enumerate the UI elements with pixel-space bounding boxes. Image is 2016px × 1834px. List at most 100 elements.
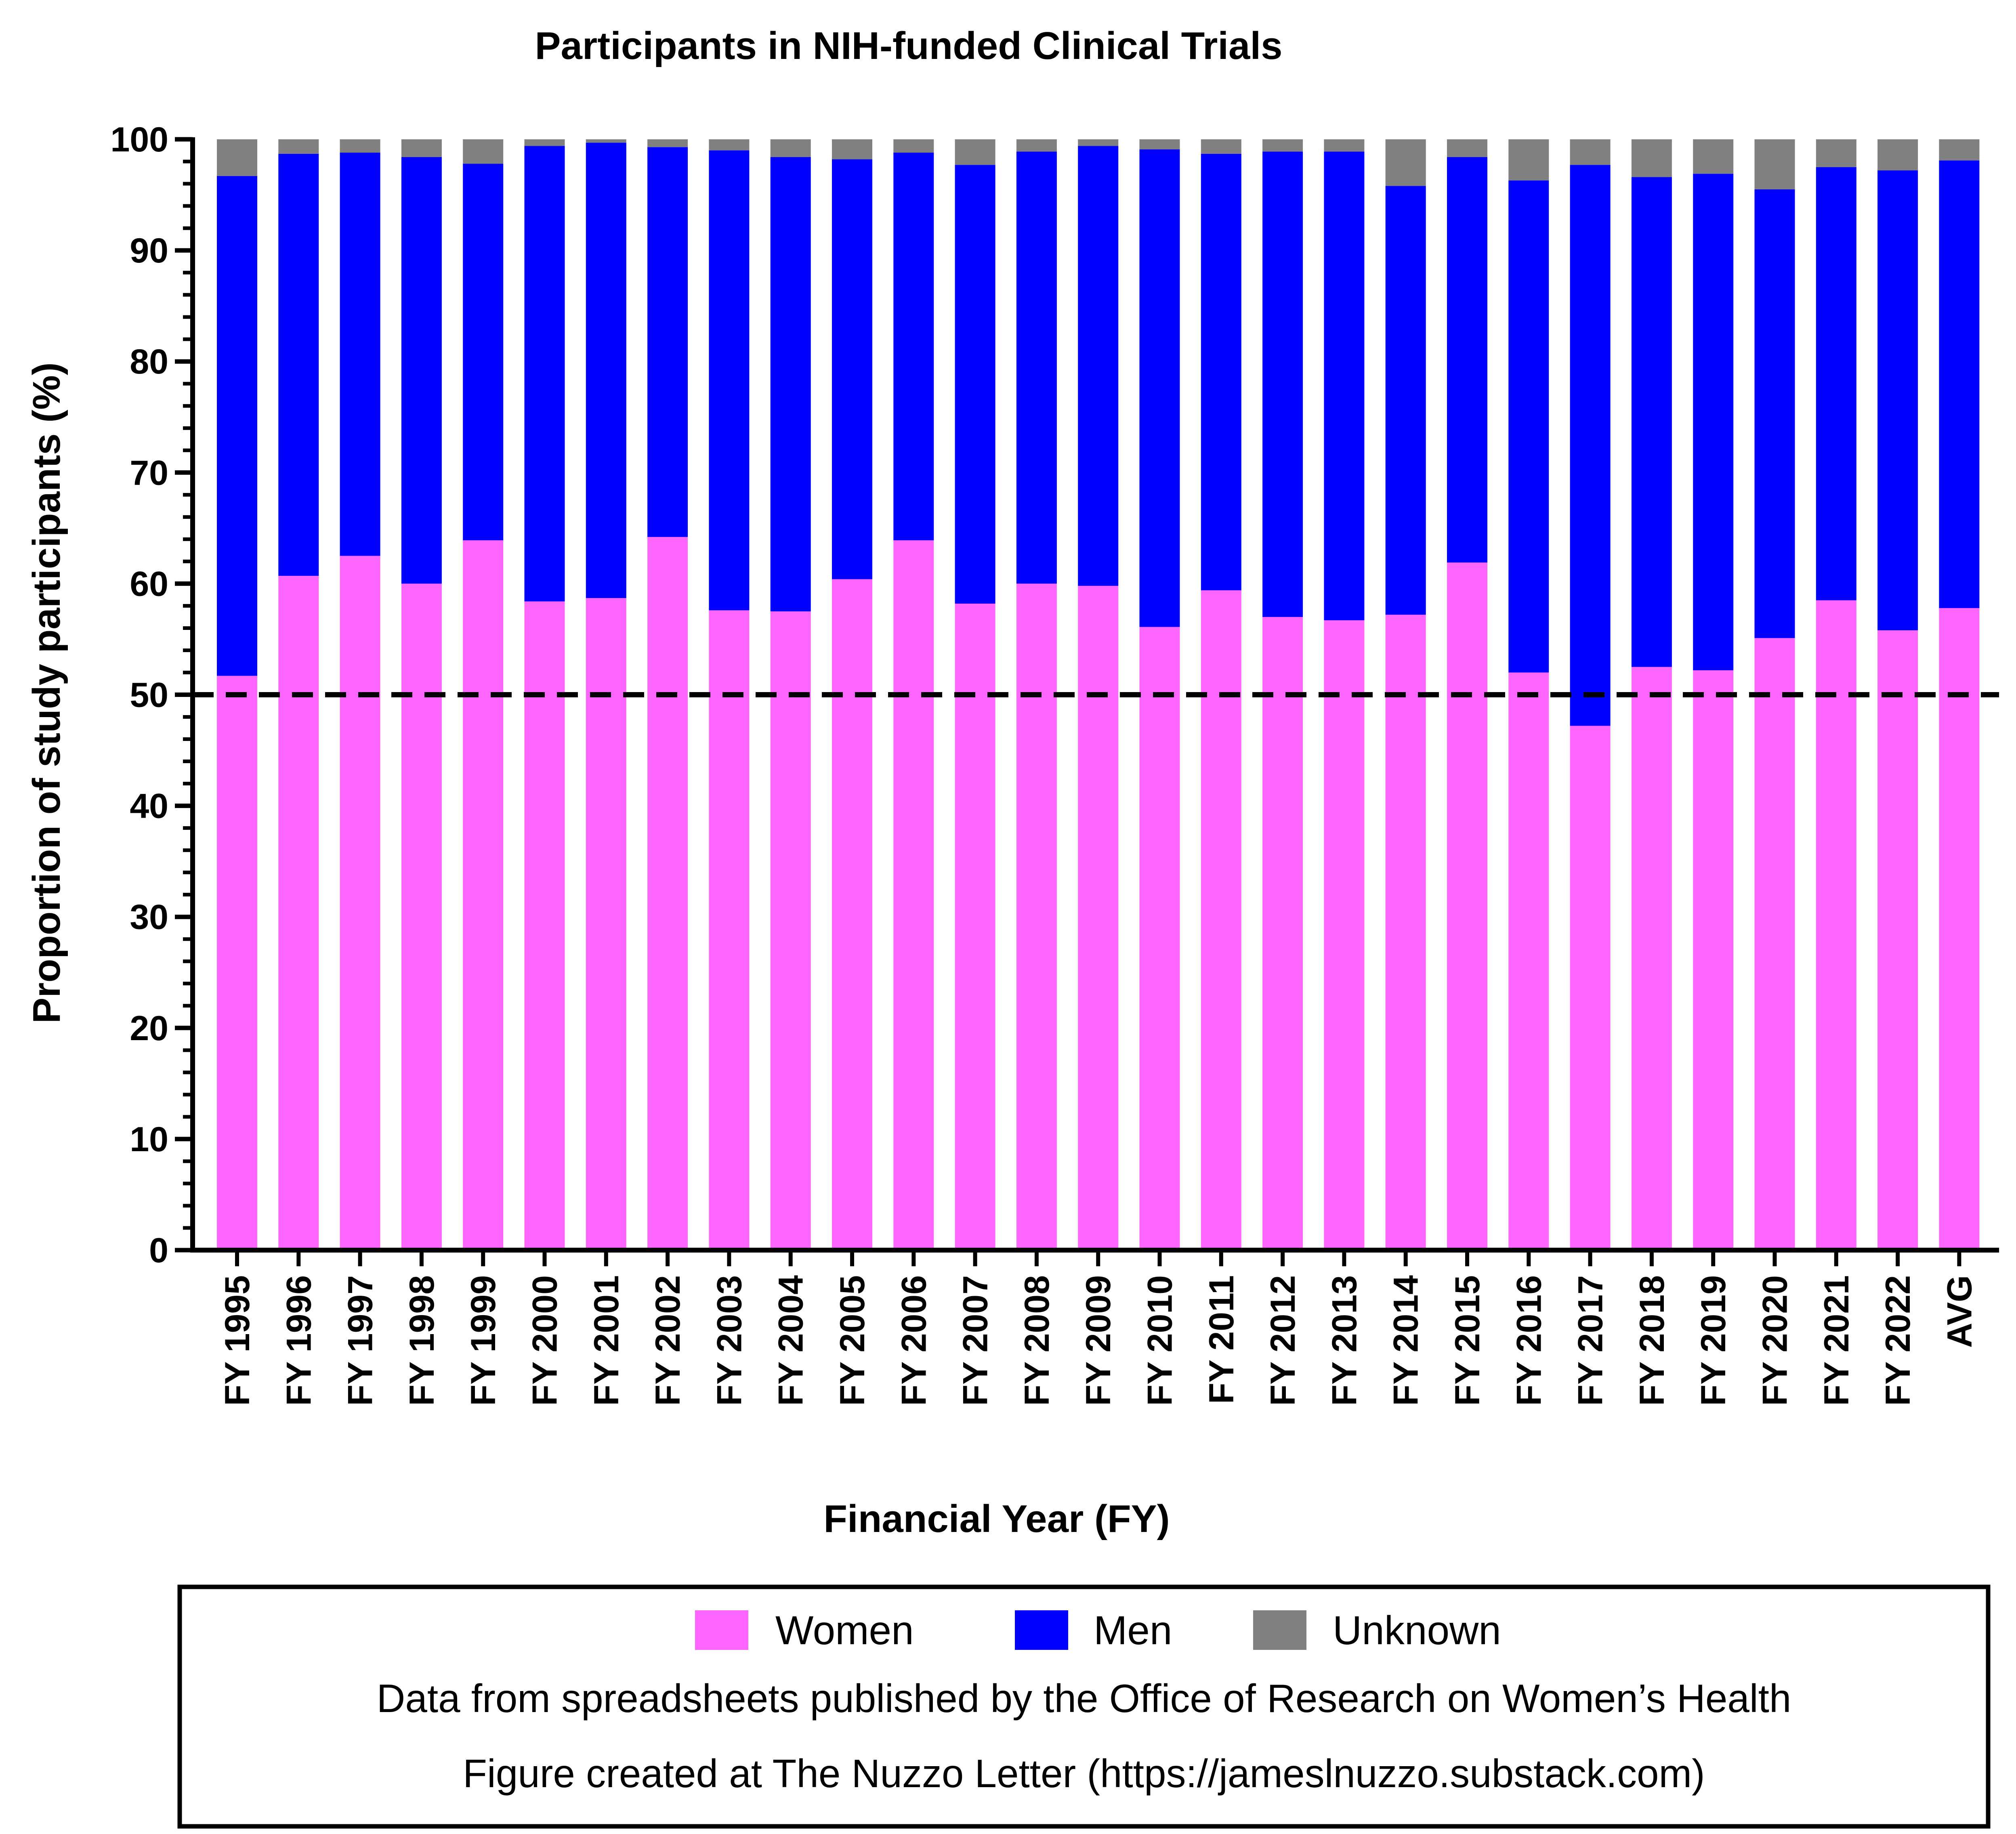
bar-unknown-fy-2008 bbox=[1016, 139, 1057, 152]
legend-label-unknown: Unknown bbox=[1333, 1608, 1501, 1653]
bar-unknown-fy-1995 bbox=[217, 139, 257, 176]
legend-swatch-men bbox=[1015, 1610, 1068, 1650]
bar-women-fy-2022 bbox=[1877, 630, 1918, 1250]
bar-unknown-avg bbox=[1939, 139, 1980, 161]
bar-women-fy-2020 bbox=[1754, 638, 1795, 1250]
bar-unknown-fy-1997 bbox=[340, 139, 380, 153]
bar-unknown-fy-2012 bbox=[1262, 139, 1303, 152]
bar-men-fy-2021 bbox=[1816, 167, 1856, 600]
x-tick-label-fy-2003: FY 2003 bbox=[710, 1275, 749, 1406]
bar-men-fy-2005 bbox=[832, 159, 872, 579]
bar-unknown-fy-2003 bbox=[709, 139, 750, 151]
x-tick-label-fy-2009: FY 2009 bbox=[1079, 1275, 1118, 1406]
bar-women-fy-1995 bbox=[217, 676, 257, 1250]
bar-unknown-fy-2015 bbox=[1447, 139, 1487, 157]
bar-women-fy-1996 bbox=[278, 576, 319, 1250]
x-tick-label-fy-2017: FY 2017 bbox=[1571, 1275, 1610, 1406]
bar-unknown-fy-2011 bbox=[1201, 139, 1241, 154]
bar-women-fy-2012 bbox=[1262, 617, 1303, 1250]
bar-men-fy-2000 bbox=[524, 146, 565, 602]
x-tick-label-fy-2010: FY 2010 bbox=[1141, 1275, 1180, 1406]
bar-men-fy-1999 bbox=[463, 164, 504, 541]
bar-men-fy-1995 bbox=[217, 176, 257, 676]
bar-women-fy-2007 bbox=[955, 603, 995, 1250]
bar-women-fy-2018 bbox=[1631, 667, 1672, 1250]
bar-women-fy-2010 bbox=[1139, 627, 1180, 1250]
bar-men-fy-2007 bbox=[955, 165, 995, 604]
x-tick-label-fy-1998: FY 1998 bbox=[403, 1275, 441, 1406]
x-tick-label-fy-2007: FY 2007 bbox=[956, 1275, 995, 1406]
bar-women-fy-1999 bbox=[463, 540, 504, 1250]
bar-unknown-fy-1999 bbox=[463, 139, 504, 164]
bar-men-fy-2022 bbox=[1877, 170, 1918, 630]
legend-label-women: Women bbox=[775, 1608, 914, 1653]
y-tick-label: 20 bbox=[130, 1009, 168, 1048]
y-tick-label: 40 bbox=[130, 787, 168, 826]
bar-women-fy-2016 bbox=[1508, 672, 1549, 1250]
x-tick-label-fy-2018: FY 2018 bbox=[1633, 1275, 1672, 1406]
bar-men-fy-2014 bbox=[1385, 186, 1426, 615]
bar-women-fy-2006 bbox=[893, 540, 934, 1250]
y-tick-label: 90 bbox=[130, 231, 168, 270]
bar-unknown-fy-1998 bbox=[401, 139, 442, 157]
y-tick-label: 80 bbox=[130, 342, 168, 381]
bar-women-fy-2005 bbox=[832, 579, 872, 1250]
y-tick-label: 50 bbox=[130, 676, 168, 715]
x-tick-label-fy-2014: FY 2014 bbox=[1387, 1275, 1426, 1406]
bar-unknown-fy-2007 bbox=[955, 139, 995, 165]
bar-women-fy-2014 bbox=[1385, 615, 1426, 1250]
bar-unknown-fy-2014 bbox=[1385, 139, 1426, 186]
x-tick-label-fy-2016: FY 2016 bbox=[1510, 1275, 1548, 1406]
bar-unknown-fy-1996 bbox=[278, 139, 319, 154]
legend-swatch-unknown bbox=[1253, 1610, 1306, 1650]
bar-unknown-fy-2009 bbox=[1078, 139, 1119, 146]
bar-men-avg bbox=[1939, 160, 1980, 608]
x-tick-label-fy-2020: FY 2020 bbox=[1756, 1275, 1795, 1406]
bar-women-fy-2008 bbox=[1016, 583, 1057, 1250]
x-tick-label-fy-2012: FY 2012 bbox=[1264, 1275, 1302, 1406]
x-axis-title: Financial Year (FY) bbox=[823, 1497, 1170, 1540]
x-tick-label-fy-1997: FY 1997 bbox=[341, 1275, 380, 1406]
bar-unknown-fy-2019 bbox=[1693, 139, 1734, 174]
bar-men-fy-1996 bbox=[278, 153, 319, 576]
bar-unknown-fy-2010 bbox=[1139, 139, 1180, 149]
bar-men-fy-2008 bbox=[1016, 151, 1057, 584]
bar-men-fy-2018 bbox=[1631, 177, 1672, 667]
y-axis-title: Proportion of study participants (%) bbox=[25, 362, 68, 1023]
y-tick-label: 100 bbox=[111, 120, 169, 159]
y-tick-label: 30 bbox=[130, 898, 168, 937]
bar-unknown-fy-2005 bbox=[832, 139, 872, 159]
bar-men-fy-2020 bbox=[1754, 189, 1795, 638]
x-tick-label-fy-2021: FY 2021 bbox=[1817, 1275, 1856, 1406]
bar-men-fy-2016 bbox=[1508, 180, 1549, 673]
x-tick-label-fy-2004: FY 2004 bbox=[772, 1275, 811, 1406]
bar-men-fy-2004 bbox=[770, 157, 811, 612]
x-tick-label-fy-2011: FY 2011 bbox=[1202, 1275, 1241, 1404]
x-tick-label-fy-2001: FY 2001 bbox=[587, 1275, 626, 1406]
x-tick-label-fy-2006: FY 2006 bbox=[895, 1275, 933, 1406]
x-tick-label-fy-1996: FY 1996 bbox=[279, 1275, 318, 1406]
bar-unknown-fy-2006 bbox=[893, 139, 934, 153]
legend-swatch-women bbox=[695, 1610, 748, 1650]
bar-women-fy-2009 bbox=[1078, 585, 1119, 1250]
credit-note: Figure created at The Nuzzo Letter (http… bbox=[463, 1751, 1705, 1796]
bar-women-fy-2015 bbox=[1447, 562, 1487, 1250]
legend-label-men: Men bbox=[1094, 1608, 1172, 1653]
x-tick-label-fy-2002: FY 2002 bbox=[649, 1275, 687, 1406]
bar-women-fy-2000 bbox=[524, 601, 565, 1250]
bar-unknown-fy-2002 bbox=[647, 139, 688, 147]
bar-men-fy-2006 bbox=[893, 153, 934, 541]
x-tick-label-fy-2022: FY 2022 bbox=[1879, 1275, 1917, 1406]
bar-men-fy-2003 bbox=[709, 150, 750, 611]
bar-women-fy-2021 bbox=[1816, 600, 1856, 1250]
x-tick-label-fy-1995: FY 1995 bbox=[218, 1275, 257, 1406]
bar-men-fy-1997 bbox=[340, 153, 380, 556]
y-tick-label: 10 bbox=[130, 1120, 168, 1159]
bar-women-fy-2003 bbox=[709, 610, 750, 1250]
bar-unknown-fy-2021 bbox=[1816, 139, 1856, 167]
y-tick-label: 70 bbox=[130, 453, 168, 492]
bar-men-fy-2011 bbox=[1201, 153, 1241, 590]
bar-men-fy-2012 bbox=[1262, 151, 1303, 617]
source-note: Data from spreadsheets published by the … bbox=[377, 1676, 1791, 1721]
